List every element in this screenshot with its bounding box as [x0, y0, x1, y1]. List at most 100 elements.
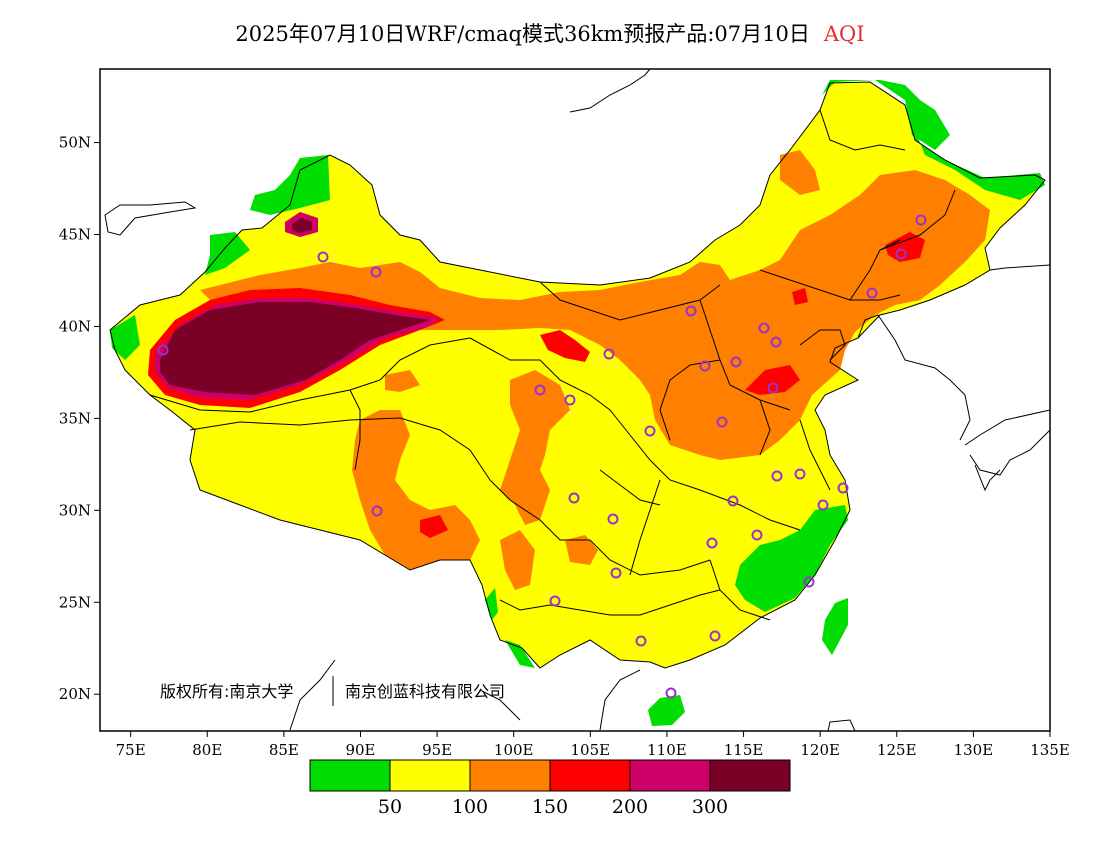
aqi-zone-orange-north	[200, 170, 990, 460]
aqi-zone-red-hebei	[745, 365, 800, 395]
aqi-zone-red-tibet	[420, 515, 448, 538]
station-marker	[817, 499, 829, 511]
aqi-zone-red-gansu	[540, 330, 590, 362]
x-tick-label: 135E	[1030, 741, 1070, 759]
aqi-field: 版权所有:南京大学 南京创蓝科技有限公司	[104, 69, 1050, 731]
aqi-zone-green-south	[505, 640, 535, 668]
coastlines	[104, 69, 1050, 731]
aqi-zone-red-northeast	[885, 232, 925, 262]
aqi-zone-green-fujian	[735, 505, 848, 612]
legend-label: 100	[452, 796, 488, 818]
y-tick-label: 30N	[59, 501, 91, 519]
x-axis: 75E 80E 85E 90E 95E 100E 105E 110E 115E 120E 125E 1…	[116, 731, 1070, 759]
station-marker	[751, 529, 763, 541]
station-marker	[603, 348, 615, 360]
title-text: 2025年07月10日WRF/cmaq模式36km预报产品:07月10日	[235, 22, 810, 46]
station-marker	[803, 576, 815, 588]
station-marker	[607, 513, 619, 525]
aqi-zone-green-west	[205, 232, 250, 275]
copyright-owner: 版权所有:南京大学	[160, 682, 293, 701]
legend-swatch-maroon	[709, 759, 791, 792]
aqi-zone-green-pamir	[110, 315, 140, 360]
station-marker	[706, 537, 718, 549]
aqi-zone-green-yunnan	[485, 588, 498, 620]
station-marker	[549, 595, 561, 607]
station-marker	[534, 384, 546, 396]
x-tick-label: 115E	[724, 741, 764, 759]
station-marker	[370, 266, 382, 278]
aqi-zone-orange-guizhou	[565, 535, 598, 565]
station-marker	[644, 425, 656, 437]
x-tick-label: 90E	[345, 741, 375, 759]
station-marker	[771, 470, 783, 482]
x-tick-label: 75E	[116, 741, 146, 759]
station-marker	[716, 416, 728, 428]
aqi-zone-orange-qinghai	[385, 370, 420, 392]
legend-label: 200	[612, 796, 648, 818]
legend-swatch-green	[309, 759, 391, 792]
legend-label: 300	[692, 796, 728, 818]
aqi-zone-green-altay	[250, 155, 330, 215]
aqi-zone-maroon-tarim	[160, 302, 430, 395]
station-marker	[685, 305, 697, 317]
x-tick-label: 95E	[422, 741, 452, 759]
station-marker	[767, 382, 779, 394]
y-tick-label: 50N	[59, 134, 91, 152]
aqi-zone-green-northeast	[822, 80, 950, 150]
legend-swatch-magenta	[629, 759, 711, 792]
legend-swatch-red	[549, 759, 631, 792]
map-title: 2025年07月10日WRF/cmaq模式36km预报产品:07月10日 AQI	[0, 18, 1100, 48]
aqi-zone-orange-southwest	[500, 530, 535, 590]
station-marker	[895, 248, 907, 260]
color-legend: 50 100 150 200 300	[309, 759, 791, 818]
aqi-zone-maroon-altai	[292, 218, 312, 233]
x-tick-label: 100E	[494, 741, 534, 759]
product-label: AQI	[823, 22, 865, 46]
station-marker	[758, 322, 770, 334]
station-marker	[635, 635, 647, 647]
station-marker	[709, 630, 721, 642]
province-borders	[149, 109, 956, 621]
legend-label: 150	[532, 796, 568, 818]
y-axis: 50N 45N 40N 35N 30N 25N 20N	[59, 134, 100, 703]
y-tick-label: 25N	[59, 593, 91, 611]
y-tick-label: 40N	[59, 317, 91, 335]
taiwan-island	[822, 598, 848, 655]
station-marker	[610, 567, 622, 579]
station-marker	[564, 394, 576, 406]
station-marker	[317, 251, 329, 263]
station-marker	[866, 287, 878, 299]
station-marker	[730, 356, 742, 368]
legend-swatch-orange	[469, 759, 551, 792]
copyright-company: 南京创蓝科技有限公司	[345, 682, 505, 701]
y-tick-label: 35N	[59, 409, 91, 427]
station-marker	[727, 495, 739, 507]
x-tick-label: 130E	[954, 741, 994, 759]
station-marker	[157, 344, 169, 356]
station-marker	[568, 492, 580, 504]
aqi-zone-orange-northeast-west	[780, 150, 820, 195]
y-tick-label: 20N	[59, 685, 91, 703]
station-marker	[665, 687, 677, 699]
station-markers	[157, 214, 927, 699]
hainan-island	[648, 695, 685, 726]
legend-swatch-yellow	[389, 759, 471, 792]
station-marker	[371, 505, 383, 517]
aqi-zone-red-shanxi	[792, 288, 808, 305]
station-marker	[837, 482, 849, 494]
x-tick-label: 125E	[877, 741, 917, 759]
legend-label: 50	[378, 796, 402, 818]
y-tick-label: 45N	[59, 226, 91, 244]
x-tick-label: 85E	[269, 741, 299, 759]
aqi-zone-orange-sichuan	[500, 370, 570, 525]
station-marker	[915, 214, 927, 226]
x-tick-label: 110E	[647, 741, 687, 759]
station-marker	[770, 336, 782, 348]
station-marker	[699, 360, 711, 372]
x-tick-label: 105E	[571, 741, 611, 759]
x-tick-label: 120E	[800, 741, 840, 759]
china-outline	[109, 81, 1046, 669]
x-tick-label: 80E	[192, 741, 222, 759]
station-marker	[794, 468, 806, 480]
